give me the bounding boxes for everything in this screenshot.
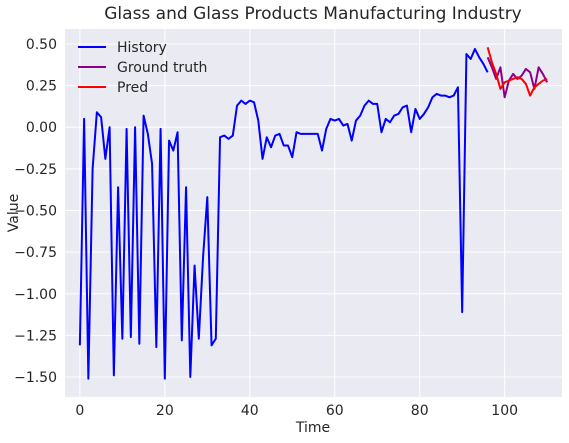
y-tick-label: 0.50 (26, 37, 57, 53)
x-tick-label: 80 (411, 403, 429, 419)
y-axis-label: Value (6, 194, 22, 232)
y-gridlines (65, 43, 562, 378)
x-tick-label: 0 (75, 403, 84, 419)
x-tick-label: 20 (156, 403, 174, 419)
y-tick-label: −0.75 (14, 245, 57, 261)
y-tick-label: 0.00 (26, 120, 57, 136)
y-tick-labels: −1.50 −1.25 −1.00 −0.75 −0.50 −0.25 0.00 0.25 0.… (14, 37, 57, 386)
series-line-pred (486, 47, 548, 97)
series-line-history (78, 47, 489, 380)
legend-label: Pred (117, 80, 148, 96)
y-tick-label: 0.25 (26, 79, 57, 95)
y-tick-label: −0.25 (14, 162, 57, 178)
series-line-ground-truth (486, 56, 549, 99)
series-layer (78, 47, 549, 380)
x-tick-labels: 0 20 40 60 80 100 (75, 403, 518, 419)
y-tick-label: −0.50 (14, 204, 57, 220)
x-tick-label: 60 (326, 403, 344, 419)
y-tick-label: −1.25 (14, 328, 57, 344)
x-axis-label: Time (295, 420, 330, 436)
x-tick-label: 100 (491, 403, 518, 419)
chart-title: Glass and Glass Products Manufacturing I… (104, 4, 522, 24)
legend-label: Ground truth (117, 60, 207, 76)
x-tick-label: 40 (241, 403, 259, 419)
legend-label: History (117, 40, 167, 56)
y-tick-label: −1.00 (14, 287, 57, 303)
legend: History Ground truth Pred (78, 40, 207, 96)
y-tick-label: −1.50 (14, 370, 57, 386)
